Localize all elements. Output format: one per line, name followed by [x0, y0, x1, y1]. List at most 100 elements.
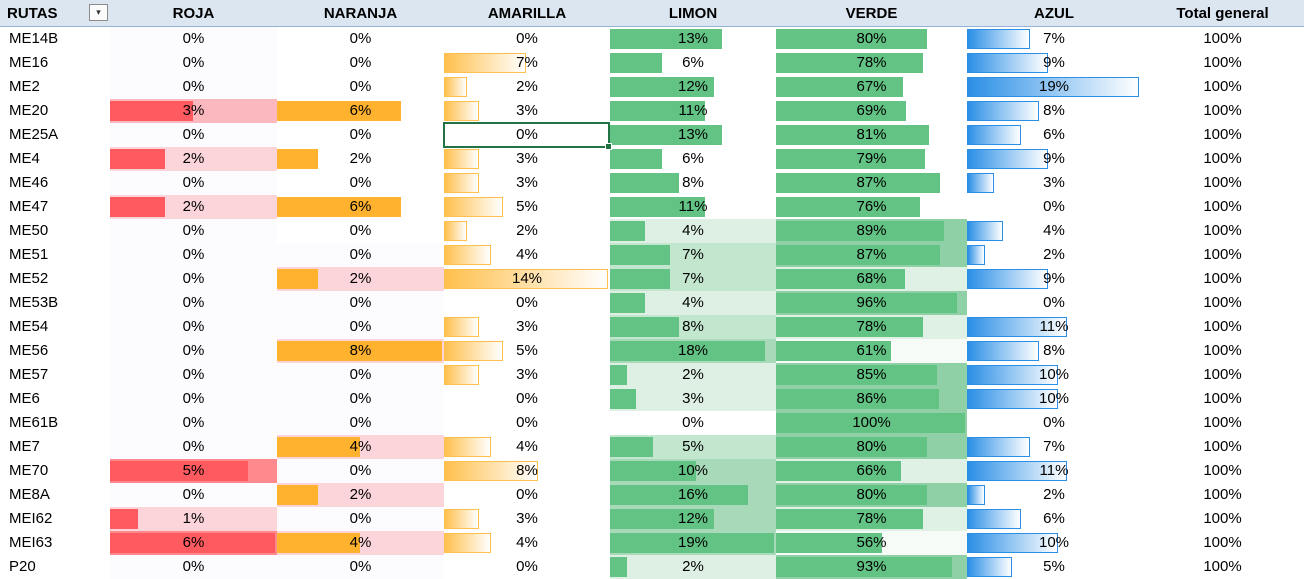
cell-amarilla[interactable]: 0%	[444, 483, 610, 507]
cell-azul[interactable]: 6%	[967, 123, 1141, 147]
cell-naranja[interactable]: 4%	[277, 435, 444, 459]
cell-roja[interactable]: 0%	[110, 363, 277, 387]
cell-amarilla[interactable]: 3%	[444, 507, 610, 531]
cell-total[interactable]: 100%	[1141, 435, 1304, 459]
cell-naranja[interactable]: 2%	[277, 267, 444, 291]
cell-verde[interactable]: 79%	[776, 147, 967, 171]
cell-azul[interactable]: 10%	[967, 531, 1141, 555]
cell-ruta[interactable]: ME14B	[0, 27, 110, 51]
cell-ruta[interactable]: ME51	[0, 243, 110, 267]
cell-limon[interactable]: 6%	[610, 51, 776, 75]
cell-azul[interactable]: 9%	[967, 267, 1141, 291]
cell-naranja[interactable]: 0%	[277, 555, 444, 579]
cell-amarilla[interactable]: 0%	[444, 291, 610, 315]
cell-amarilla[interactable]: 5%	[444, 339, 610, 363]
cell-roja[interactable]: 6%	[110, 531, 277, 555]
cell-total[interactable]: 100%	[1141, 483, 1304, 507]
cell-verde[interactable]: 80%	[776, 483, 967, 507]
cell-verde[interactable]: 78%	[776, 507, 967, 531]
cell-amarilla[interactable]: 3%	[444, 363, 610, 387]
cell-total[interactable]: 100%	[1141, 315, 1304, 339]
column-header-amarilla[interactable]: AMARILLA	[487, 5, 567, 22]
cell-limon[interactable]: 6%	[610, 147, 776, 171]
cell-azul[interactable]: 7%	[967, 27, 1141, 51]
cell-verde[interactable]: 100%	[776, 411, 967, 435]
cell-amarilla[interactable]: 4%	[444, 531, 610, 555]
cell-azul[interactable]: 0%	[967, 195, 1141, 219]
cell-limon[interactable]: 10%	[610, 459, 776, 483]
cell-verde[interactable]: 67%	[776, 75, 967, 99]
cell-limon[interactable]: 2%	[610, 555, 776, 579]
cell-verde[interactable]: 87%	[776, 171, 967, 195]
column-header-azul[interactable]: AZUL	[1034, 5, 1074, 22]
cell-ruta[interactable]: ME47	[0, 195, 110, 219]
cell-amarilla[interactable]: 3%	[444, 99, 610, 123]
cell-roja[interactable]: 0%	[110, 123, 277, 147]
cell-naranja[interactable]: 0%	[277, 315, 444, 339]
cell-verde[interactable]: 80%	[776, 27, 967, 51]
cell-amarilla[interactable]: 2%	[444, 219, 610, 243]
cell-ruta[interactable]: ME70	[0, 459, 110, 483]
cell-limon[interactable]: 5%	[610, 435, 776, 459]
cell-verde[interactable]: 96%	[776, 291, 967, 315]
cell-verde[interactable]: 68%	[776, 267, 967, 291]
cell-roja[interactable]: 0%	[110, 267, 277, 291]
cell-naranja[interactable]: 8%	[277, 339, 444, 363]
cell-limon[interactable]: 12%	[610, 507, 776, 531]
cell-amarilla[interactable]: 8%	[444, 459, 610, 483]
cell-total[interactable]: 100%	[1141, 51, 1304, 75]
cell-limon[interactable]: 16%	[610, 483, 776, 507]
cell-roja[interactable]: 0%	[110, 75, 277, 99]
cell-azul[interactable]: 2%	[967, 243, 1141, 267]
cell-azul[interactable]: 5%	[967, 555, 1141, 579]
cell-roja[interactable]: 0%	[110, 291, 277, 315]
cell-verde[interactable]: 87%	[776, 243, 967, 267]
cell-azul[interactable]: 11%	[967, 315, 1141, 339]
cell-naranja[interactable]: 0%	[277, 219, 444, 243]
cell-naranja[interactable]: 0%	[277, 291, 444, 315]
cell-verde[interactable]: 78%	[776, 51, 967, 75]
cell-verde[interactable]: 85%	[776, 363, 967, 387]
cell-ruta[interactable]: ME6	[0, 387, 110, 411]
cell-limon[interactable]: 7%	[610, 243, 776, 267]
cell-roja[interactable]: 5%	[110, 459, 277, 483]
cell-ruta[interactable]: ME20	[0, 99, 110, 123]
cell-naranja[interactable]: 0%	[277, 27, 444, 51]
cell-verde[interactable]: 76%	[776, 195, 967, 219]
cell-verde[interactable]: 56%	[776, 531, 967, 555]
cell-limon[interactable]: 4%	[610, 219, 776, 243]
cell-azul[interactable]: 2%	[967, 483, 1141, 507]
cell-roja[interactable]: 0%	[110, 555, 277, 579]
cell-naranja[interactable]: 0%	[277, 363, 444, 387]
cell-naranja[interactable]: 0%	[277, 243, 444, 267]
cell-amarilla[interactable]: 0%	[444, 555, 610, 579]
cell-azul[interactable]: 19%	[967, 75, 1141, 99]
cell-azul[interactable]: 8%	[967, 339, 1141, 363]
cell-limon[interactable]: 19%	[610, 531, 776, 555]
cell-roja[interactable]: 2%	[110, 147, 277, 171]
cell-limon[interactable]: 11%	[610, 99, 776, 123]
cell-ruta[interactable]: ME56	[0, 339, 110, 363]
cell-roja[interactable]: 0%	[110, 483, 277, 507]
cell-verde[interactable]: 78%	[776, 315, 967, 339]
cell-azul[interactable]: 8%	[967, 99, 1141, 123]
cell-ruta[interactable]: ME52	[0, 267, 110, 291]
cell-limon[interactable]: 13%	[610, 27, 776, 51]
cell-azul[interactable]: 10%	[967, 387, 1141, 411]
cell-ruta[interactable]: ME8A	[0, 483, 110, 507]
cell-limon[interactable]: 12%	[610, 75, 776, 99]
cell-limon[interactable]: 3%	[610, 387, 776, 411]
cell-roja[interactable]: 2%	[110, 195, 277, 219]
cell-naranja[interactable]: 0%	[277, 171, 444, 195]
cell-roja[interactable]: 3%	[110, 99, 277, 123]
cell-naranja[interactable]: 2%	[277, 147, 444, 171]
cell-ruta[interactable]: ME4	[0, 147, 110, 171]
cell-total[interactable]: 100%	[1141, 27, 1304, 51]
cell-ruta[interactable]: ME57	[0, 363, 110, 387]
cell-naranja[interactable]: 6%	[277, 99, 444, 123]
column-header-total[interactable]: Total general	[1176, 5, 1269, 22]
cell-verde[interactable]: 89%	[776, 219, 967, 243]
cell-verde[interactable]: 81%	[776, 123, 967, 147]
cell-verde[interactable]: 93%	[776, 555, 967, 579]
cell-verde[interactable]: 66%	[776, 459, 967, 483]
